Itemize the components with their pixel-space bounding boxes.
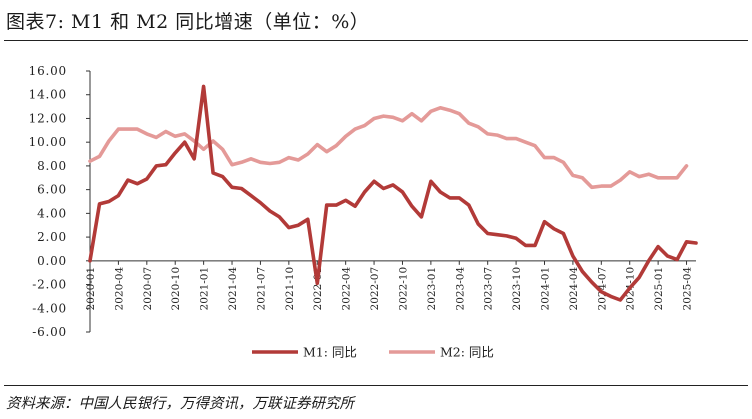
y-tick-label: 8.00: [37, 159, 67, 173]
title-bar: 图表7: M1 和 M2 同比增速（单位：%）: [0, 0, 752, 40]
chart-lines: [88, 84, 698, 302]
chart-legend: M1: 同比 M2: 同比: [252, 345, 494, 360]
x-tick-label: 2022-04: [341, 267, 353, 311]
y-tick-label: 4.00: [37, 206, 67, 220]
x-tick-label: 2021-01: [199, 267, 211, 311]
series-m2-line: [88, 106, 689, 190]
legend-m1: M1: 同比: [252, 345, 357, 360]
x-tick-label: 2020-10: [170, 267, 182, 311]
x-tick-label: 2021-04: [227, 267, 239, 311]
source-note: 资料来源：中国人民银行，万得资讯，万联证券研究所: [6, 396, 354, 412]
y-tick-label: 2.00: [37, 230, 67, 244]
y-tick-label: 10.00: [29, 135, 67, 149]
y-tick-label: 6.00: [37, 183, 67, 197]
top-divider: [4, 40, 748, 41]
y-tick-label: -2.00: [32, 278, 67, 292]
x-tick-label: 2025-04: [682, 267, 694, 311]
page-title: 图表7: M1 和 M2 同比增速（单位：%）: [6, 11, 370, 33]
x-tick-label: 2022-07: [369, 267, 381, 311]
x-tick-label: 2024-07: [596, 267, 608, 311]
x-tick-label: 2023-07: [483, 267, 495, 311]
chart-axes: 16.00 14.00 12.00 10.00 8.00 6.00 4.00 2.00 0.00…: [29, 64, 696, 339]
y-tick-label: 14.00: [29, 88, 67, 102]
y-tick-label: 16.00: [29, 64, 67, 78]
series-m1-line: [88, 84, 698, 302]
chart: 16.00 14.00 12.00 10.00 8.00 6.00 4.00 2.00 0.00…: [29, 64, 698, 360]
x-tick-label: 2020-07: [142, 267, 154, 311]
x-tick-label: 2024-01: [540, 267, 552, 311]
x-tick-label: 2021-10: [284, 267, 296, 311]
x-tick-label: 2020-04: [113, 267, 125, 311]
x-tick-label: 2023-01: [426, 267, 438, 311]
bottom-divider: [4, 385, 748, 386]
legend-m2-label: M2: 同比: [440, 345, 494, 360]
y-tick-label: -6.00: [32, 325, 67, 339]
x-tick-label: 2023-10: [511, 267, 523, 311]
legend-m2: M2: 同比: [389, 345, 494, 360]
y-tick-label: 0.00: [37, 254, 67, 268]
x-tick-label: 2021-07: [255, 267, 267, 311]
x-tick-label: 2020-01: [85, 267, 97, 311]
x-tick-label: 2025-01: [653, 267, 665, 311]
x-tick-label: 2022-10: [397, 267, 409, 311]
x-tick-label: 2024-04: [568, 267, 580, 311]
y-tick-label: -4.00: [32, 301, 67, 315]
y-tick-label: 12.00: [29, 111, 67, 125]
legend-m1-label: M1: 同比: [303, 345, 357, 360]
x-tick-label: 2023-04: [454, 267, 466, 311]
